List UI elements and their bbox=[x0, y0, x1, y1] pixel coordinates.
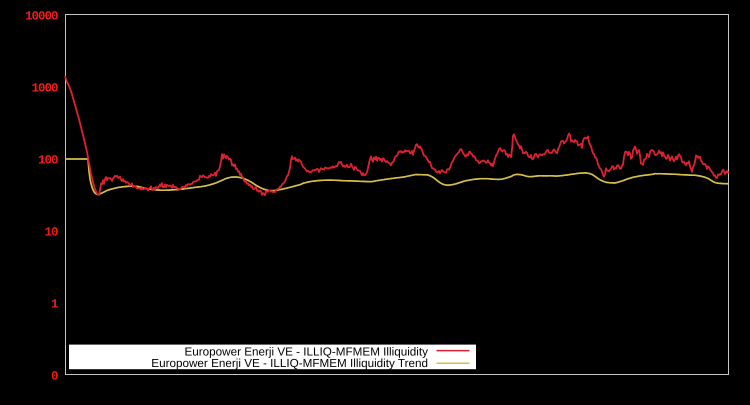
svg-text:1: 1 bbox=[51, 298, 58, 312]
svg-text:10: 10 bbox=[44, 226, 58, 240]
svg-text:100: 100 bbox=[38, 154, 58, 168]
svg-text:1000: 1000 bbox=[31, 82, 58, 96]
svg-text:10000: 10000 bbox=[25, 10, 58, 24]
svg-text:Europower Enerji VE - ILLIQ-MF: Europower Enerji VE - ILLIQ-MFMEM Illiqu… bbox=[184, 346, 428, 359]
svg-text:Europower Enerji VE - ILLIQ-MF: Europower Enerji VE - ILLIQ-MFMEM Illiqu… bbox=[151, 357, 428, 370]
svg-text:0: 0 bbox=[51, 370, 58, 384]
